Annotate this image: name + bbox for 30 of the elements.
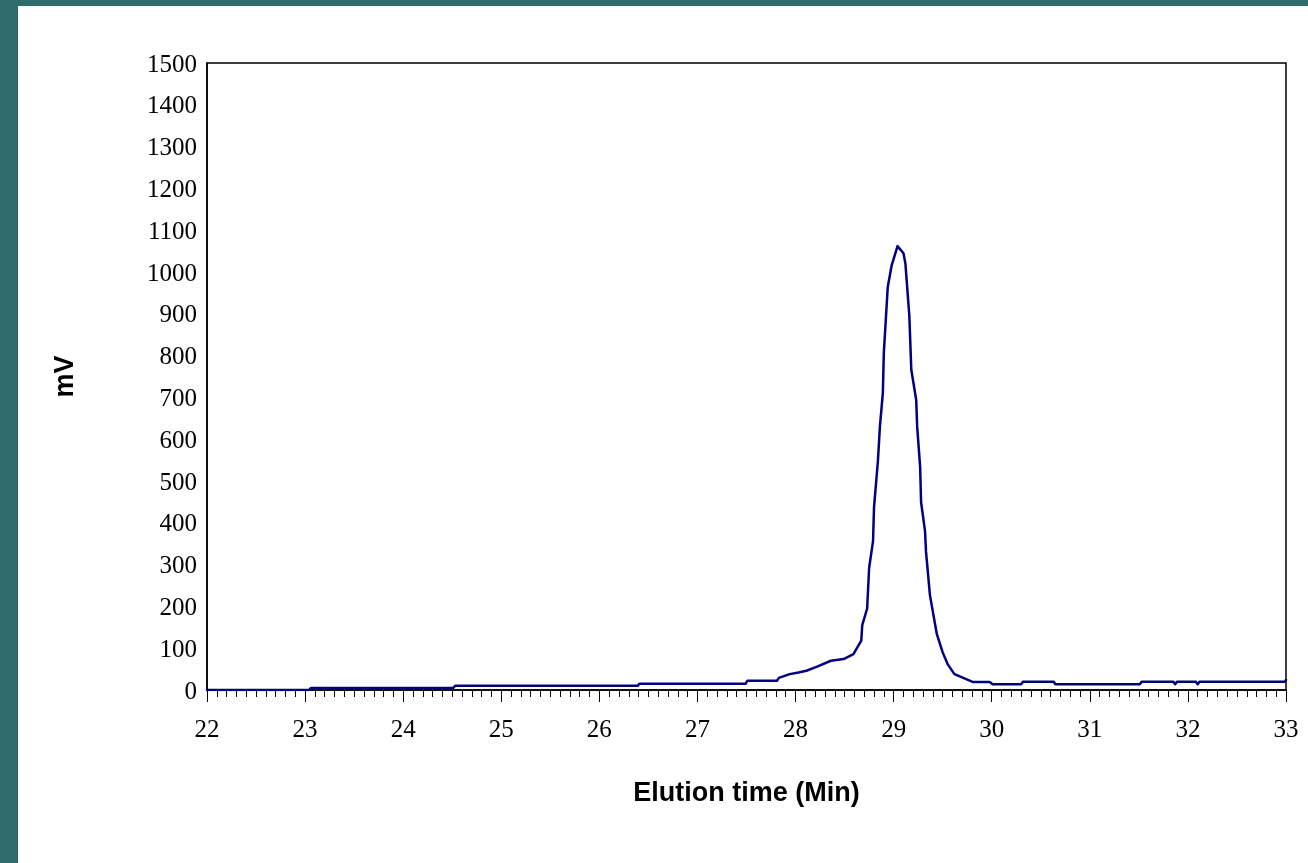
x-tick-label: 27 — [684, 715, 710, 742]
x-axis-title: Elution time (Min) — [633, 776, 860, 807]
x-tick-label: 23 — [292, 715, 318, 742]
y-tick-label: 500 — [159, 467, 197, 495]
y-tick-label: 1300 — [147, 133, 197, 161]
x-tick-label: 26 — [586, 715, 612, 742]
x-tick-label: 29 — [881, 715, 907, 742]
x-tick-label: 25 — [488, 715, 514, 742]
x-tick-label: 24 — [390, 715, 417, 742]
y-tick-label: 1400 — [147, 91, 197, 119]
x-tick-label: 31 — [1077, 715, 1103, 742]
y-tick-label: 700 — [159, 383, 197, 411]
y-tick-label: 1100 — [147, 216, 197, 244]
x-tick-label: 32 — [1175, 715, 1201, 742]
y-tick-label: 300 — [159, 551, 197, 579]
x-tick-label: 33 — [1273, 715, 1299, 742]
y-tick-label: 1000 — [147, 258, 197, 286]
x-tick-label: 22 — [194, 715, 220, 742]
y-tick-label: 0 — [184, 676, 197, 704]
y-tick-label: 200 — [159, 592, 197, 620]
y-tick-label: 1200 — [147, 174, 197, 202]
y-tick-label: 1500 — [147, 49, 197, 77]
x-tick-label: 28 — [783, 715, 809, 742]
y-axis-title: mV — [48, 355, 79, 398]
x-tick-label: 30 — [979, 715, 1005, 742]
y-tick-label: 100 — [159, 634, 197, 662]
y-tick-label: 900 — [159, 300, 197, 328]
y-tick-label: 800 — [159, 342, 197, 370]
y-tick-label: 600 — [159, 425, 197, 453]
y-tick-label: 400 — [159, 509, 197, 537]
